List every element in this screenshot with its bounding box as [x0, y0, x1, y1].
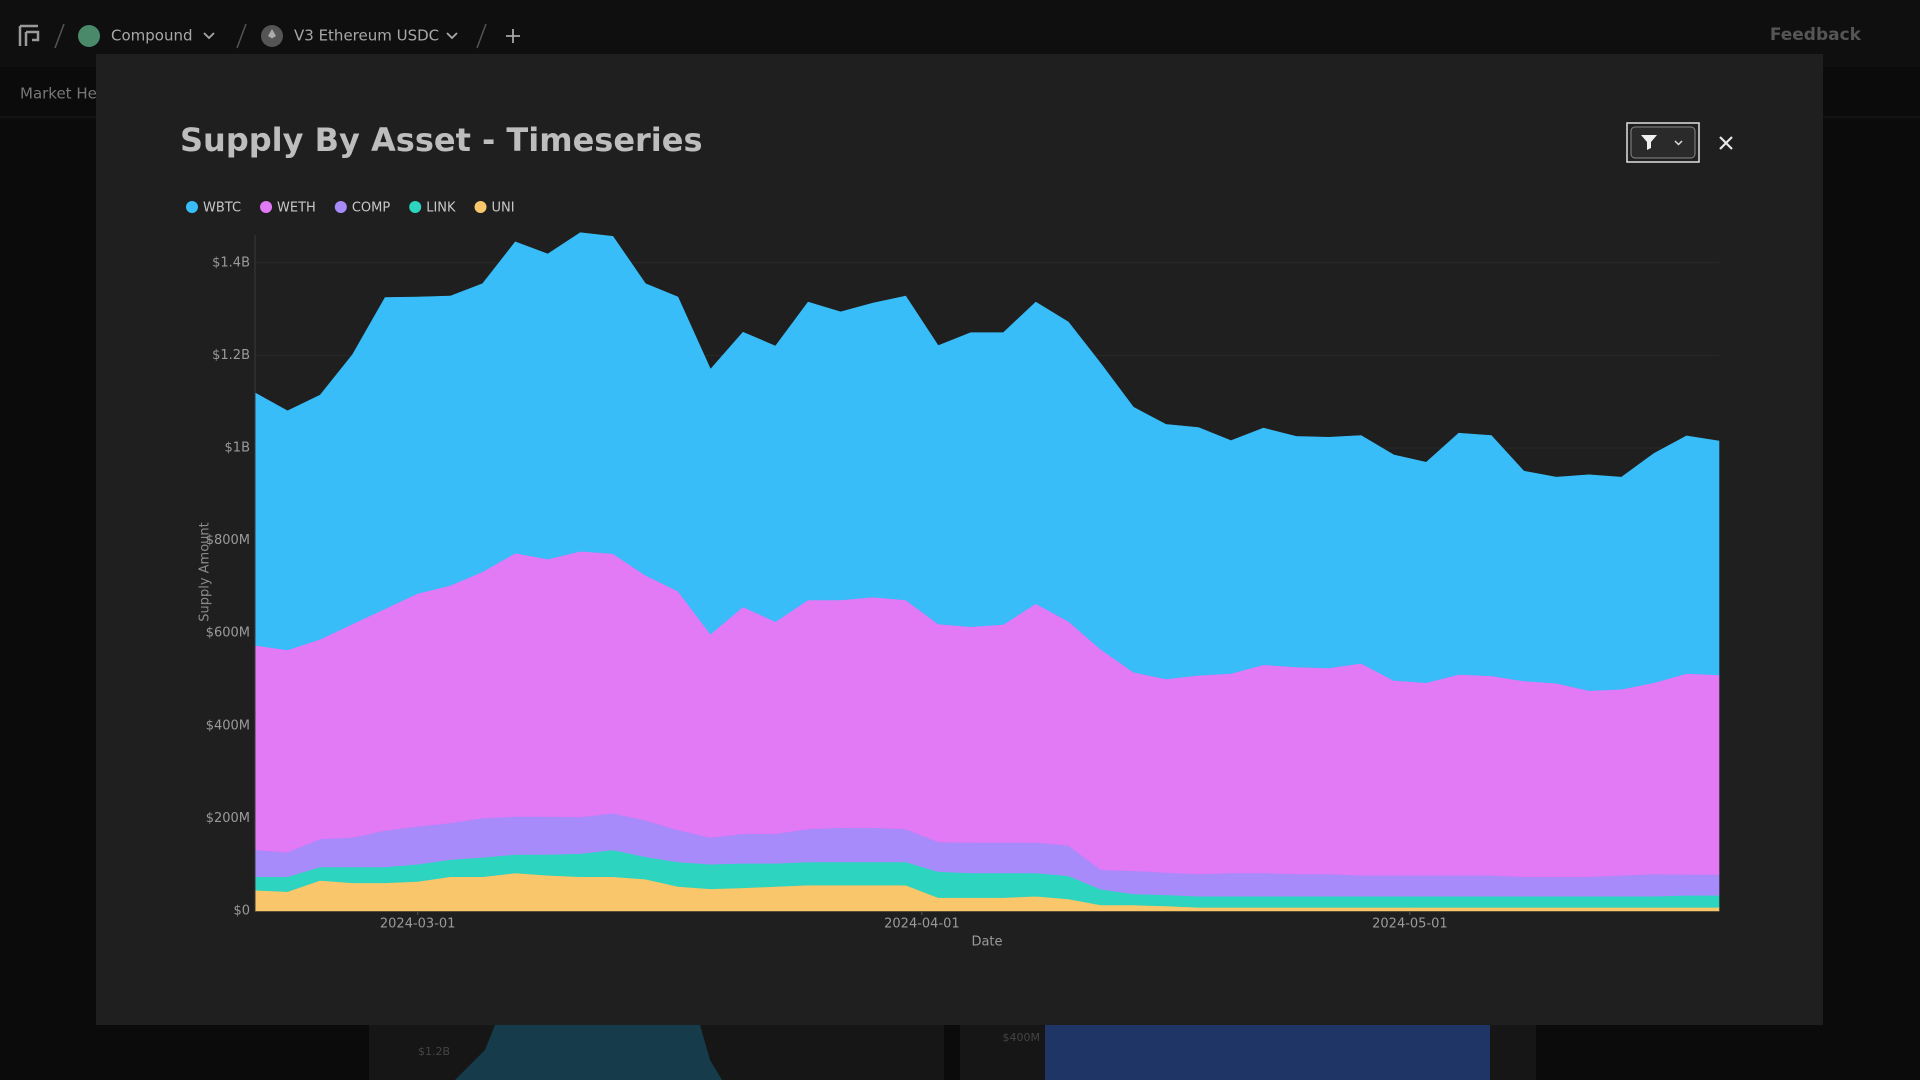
legend-label[interactable]: COMP: [352, 201, 391, 216]
y-axis-label: Supply Amount: [198, 522, 213, 622]
legend-swatch: [334, 201, 347, 213]
close-button[interactable]: [1719, 136, 1733, 150]
filter-button[interactable]: [1626, 122, 1700, 163]
chart: $0 $200M $400M $600M $800M $1B $1.2B $1.4B 2024-…: [186, 201, 1720, 932]
dropdown-chevron[interactable]: [203, 32, 215, 40]
legend-label[interactable]: WETH: [277, 201, 316, 216]
legend-label[interactable]: UNI: [492, 201, 515, 216]
legend-swatch: [474, 201, 487, 213]
bg-label: $1.2B: [418, 1045, 450, 1058]
logo[interactable]: [18, 24, 40, 46]
separator: [54, 23, 65, 49]
x-tick-label: 2024-04-01: [884, 917, 960, 932]
bg-area: [455, 1025, 722, 1080]
y-tick-label: $200M: [206, 811, 250, 826]
legend-swatch: [409, 201, 422, 213]
filter-icon: [1641, 135, 1657, 150]
protocol-icon: [78, 25, 100, 47]
separator: [236, 23, 247, 49]
area: [254, 232, 1720, 691]
separator: [476, 23, 487, 49]
y-tick-label: $1B: [225, 440, 250, 455]
filter-inner: [1630, 126, 1696, 159]
legend-swatch: [260, 201, 273, 213]
x-tick-label: 2024-05-01: [1372, 917, 1448, 932]
add-button[interactable]: [506, 29, 520, 43]
y-tick-label: $1.4B: [212, 255, 250, 270]
tab[interactable]: Market Hea: [20, 85, 106, 103]
network-glyph: [268, 29, 276, 39]
dropdown-chevron[interactable]: [446, 32, 458, 40]
x-tick-label: 2024-03-01: [380, 917, 456, 932]
chart-title: Supply By Asset - Timeseries: [180, 121, 703, 159]
y-tick-label: $600M: [206, 626, 250, 641]
y-tick-label: $400M: [206, 718, 250, 733]
bg-label: $400M: [1003, 1031, 1041, 1044]
breadcrumb[interactable]: Compound: [111, 27, 193, 45]
y-tick-label: $800M: [206, 533, 250, 548]
feedback-button[interactable]: Feedback: [1770, 25, 1862, 45]
legend-label[interactable]: LINK: [426, 201, 456, 216]
breadcrumb[interactable]: V3 Ethereum USDC: [294, 27, 439, 45]
y-tick-label: $0: [233, 904, 250, 919]
bg-bar: [1045, 1025, 1490, 1080]
legend-label[interactable]: WBTC: [203, 201, 241, 216]
y-tick-label: $1.2B: [212, 348, 250, 363]
x-axis-label: Date: [971, 935, 1002, 950]
filter-chevron: [1674, 140, 1683, 146]
legend-swatch: [186, 201, 198, 213]
